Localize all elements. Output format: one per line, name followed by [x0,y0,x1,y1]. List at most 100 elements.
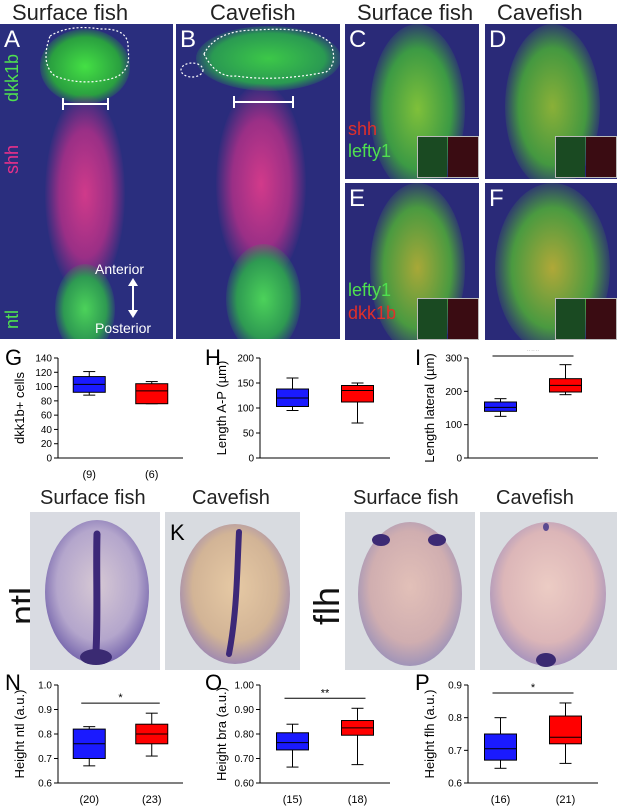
title-surface-fish-l: Surface fish [353,487,459,509]
y-tick-label: 120 [35,368,52,379]
box [341,385,374,403]
n-label: (6) [145,469,158,481]
n-label: (20) [79,794,99,806]
label-lefty1: lefty1 [348,141,392,161]
label-shh: shh [2,144,22,174]
y-tick-label: 0.70 [235,754,255,765]
panel-h-letter: H [205,345,221,370]
title-surface-fish-a: Surface fish [12,0,129,25]
chart-h: 0 50 100 150 200 Length A-P (µm) [214,354,390,465]
panel-a-letter: A [4,26,21,53]
panel-d-image: D [485,24,617,179]
y-axis-label: Height ntl (a.u.) [12,690,27,779]
shh-domain [45,94,125,294]
significance-label: ** [321,687,330,699]
n-label: (15) [283,794,303,806]
y-tick-label: 0.6 [448,779,462,790]
y-tick-label: 0.8 [38,730,52,741]
gene-label-flh: flh [306,586,347,625]
y-tick-label: 1.0 [38,681,52,692]
panel-n-letter: N [5,670,21,695]
title-cavefish-b: Cavefish [210,0,296,25]
y-tick-label: 200 [445,387,462,398]
n-label: (9) [83,469,96,481]
panel-a-image: A dkk1b shh ntl Anterior Posterior [0,24,173,339]
y-tick-label: 100 [237,404,254,415]
label-dkk1b: dkk1b [2,53,22,102]
title-surface-fish-j: Surface fish [40,487,146,509]
panel-f-image: F [485,183,617,340]
ntl-domain [55,264,115,339]
label-lefty1: lefty1 [348,280,392,300]
inset [417,298,479,340]
dkk1b-domain [196,26,340,91]
y-tick-label: 50 [243,429,255,440]
box [484,401,517,412]
significance-label: * [118,692,123,704]
y-tick-label: 0.80 [235,730,255,741]
chart-g: 0 20 40 60 80 100 120 140 dkk1b+ cells (9) (6) [12,354,183,481]
panel-e-image: E lefty1 dkk1b [345,183,479,340]
y-axis-label: Height bra (a.u.) [214,687,229,781]
panel-c-image: C shh lefty1 [345,24,479,179]
y-tick-label: 150 [237,379,254,390]
box [276,732,309,751]
y-tick-label: 0 [456,454,462,465]
panel-p-letter: P [415,670,430,695]
inset [555,298,617,340]
chart-i: 0 100 200 300 Length lateral (µm) *** [422,350,598,465]
panel-k-letter: K [170,520,185,545]
panel-d-letter: D [489,26,507,53]
title-cavefish-k: Cavefish [192,487,270,509]
y-axis-label: Length A-P (µm) [214,361,229,456]
panel-i-letter: I [415,345,422,370]
chart-n: 0.6 0.7 0.8 0.9 1.0 Height ntl (a.u.) (20) (23)… [12,681,183,806]
n-label: (18) [348,794,368,806]
panel-j-image: J [30,512,160,670]
significance-label: *** [527,350,541,357]
title-cavefish-m: Cavefish [496,487,574,509]
y-tick-label: 0 [248,454,254,465]
y-axis-label: Height flh (a.u.) [422,690,437,779]
dkk1b-domain [40,29,130,104]
label-posterior: Posterior [95,320,152,336]
y-tick-label: 80 [41,396,53,407]
y-tick-label: 0.7 [38,754,52,765]
inset [555,136,617,178]
panel-e-letter: E [349,185,366,212]
chart-p: 0.6 0.7 0.8 0.9 Height flh (a.u.) (16) (21) * [422,681,598,806]
y-tick-label: 0.90 [235,705,255,716]
title-cavefish-d: Cavefish [497,0,583,25]
label-ntl: ntl [2,309,22,329]
y-tick-label: 200 [237,354,254,365]
label-dkk1b: dkk1b [348,303,397,323]
y-tick-label: 0.60 [235,779,255,790]
y-tick-label: 0 [46,454,52,465]
y-tick-label: 300 [445,354,462,365]
ntl-domain [226,244,301,339]
panel-g-letter: G [5,345,23,370]
y-tick-label: 100 [35,382,52,393]
panel-m-image: M [480,512,617,670]
y-tick-label: 1.00 [235,681,255,692]
panel-c-letter: C [349,26,367,53]
box [135,383,169,405]
y-axis-label: dkk1b+ cells [12,372,27,444]
y-axis-label: Length lateral (µm) [422,353,437,462]
n-label: (21) [556,794,576,806]
inset [417,136,479,178]
label-shh: shh [348,119,378,139]
y-tick-label: 0.8 [448,713,462,724]
box [484,733,517,761]
y-tick-label: 0.6 [38,779,52,790]
title-surface-fish-c: Surface fish [357,0,474,25]
panel-b-letter: B [180,26,197,53]
y-tick-label: 0.9 [448,681,462,692]
n-label: (23) [142,794,162,806]
panel-l-image: L [345,512,475,670]
panel-f-letter: F [489,185,504,212]
chart-o: 0.60 0.70 0.80 0.90 1.00 Height bra (a.u.) (15… [214,681,390,806]
panel-b-image: B [176,24,340,339]
y-tick-label: 0.9 [38,705,52,716]
